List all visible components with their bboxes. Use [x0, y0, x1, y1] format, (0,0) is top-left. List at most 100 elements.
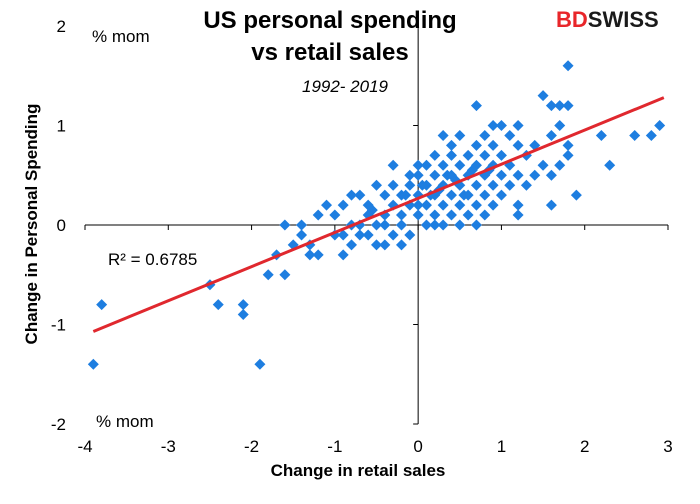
data-point — [470, 219, 482, 231]
data-point — [512, 199, 524, 211]
y-axis-title: Change in Personal Spending — [22, 104, 41, 345]
data-point — [404, 179, 416, 191]
data-point — [337, 199, 349, 211]
data-point — [437, 159, 449, 171]
data-point — [554, 120, 566, 131]
data-point — [395, 209, 407, 221]
trendline-line — [92, 96, 665, 333]
chart-title-line2: vs retail sales — [251, 39, 408, 66]
data-point — [504, 129, 516, 141]
data-point — [429, 169, 441, 181]
data-point — [412, 159, 424, 171]
y-tick-label: 2 — [57, 17, 66, 36]
data-point — [379, 219, 391, 231]
data-point — [395, 239, 407, 251]
data-point — [554, 100, 566, 112]
data-point — [321, 199, 333, 211]
data-point — [296, 229, 308, 241]
data-point — [470, 100, 482, 112]
data-point — [495, 169, 507, 181]
logo-bd-text: BD — [556, 7, 588, 32]
data-point — [312, 209, 324, 221]
y-tick-label: -2 — [51, 415, 66, 434]
x-tick-label: 2 — [580, 437, 589, 456]
data-point — [537, 159, 549, 171]
data-point — [545, 199, 557, 211]
data-point — [479, 189, 491, 201]
x-tick-label: -3 — [161, 437, 176, 456]
y-tick-label: 0 — [57, 216, 66, 235]
data-point — [437, 219, 449, 231]
data-point — [554, 159, 566, 171]
data-point — [445, 149, 457, 161]
data-point — [562, 139, 574, 151]
logo-swiss-text: SWISS — [588, 7, 659, 32]
x-tick-label: 1 — [497, 437, 506, 456]
data-point — [458, 189, 470, 201]
data-point — [346, 189, 358, 201]
data-point — [329, 209, 341, 221]
data-point — [604, 159, 616, 171]
data-point — [512, 209, 524, 221]
data-point — [495, 120, 507, 131]
data-point — [366, 204, 378, 216]
data-point — [487, 120, 499, 131]
unit-label-top: % mom — [92, 27, 150, 46]
x-tick-label: 0 — [413, 437, 422, 456]
data-point — [545, 129, 557, 141]
data-point — [479, 209, 491, 221]
brand-logo: BDSWISS — [556, 7, 659, 32]
data-point — [462, 149, 474, 161]
data-point — [379, 239, 391, 251]
unit-label-bottom: % mom — [96, 412, 154, 431]
data-point — [362, 229, 374, 241]
data-point — [545, 169, 557, 181]
data-point — [387, 159, 399, 171]
data-point — [529, 169, 541, 181]
x-tick-label: -1 — [327, 437, 342, 456]
data-point — [487, 139, 499, 151]
data-point — [312, 249, 324, 261]
y-tick-label: -1 — [51, 316, 66, 335]
data-point — [96, 299, 108, 311]
x-tick-label: -2 — [244, 437, 259, 456]
data-point — [495, 189, 507, 201]
data-point — [404, 169, 416, 181]
data-point — [87, 358, 99, 370]
data-point — [279, 219, 291, 231]
data-point — [629, 129, 641, 141]
data-point — [454, 219, 466, 231]
data-point — [466, 164, 478, 176]
data-point — [279, 269, 291, 281]
data-point — [412, 169, 424, 181]
data-point — [562, 100, 574, 112]
data-point — [570, 189, 582, 201]
x-tick-label: -4 — [77, 437, 92, 456]
data-point — [412, 199, 424, 211]
data-point — [487, 199, 499, 211]
data-point — [387, 179, 399, 191]
data-point — [470, 199, 482, 211]
data-point — [337, 249, 349, 261]
r-squared-annotation: R² = 0.6785 — [108, 250, 197, 269]
data-point — [437, 129, 449, 141]
data-point — [595, 129, 607, 141]
data-point — [479, 149, 491, 161]
data-point — [337, 229, 349, 241]
data-point — [487, 179, 499, 191]
data-point — [537, 90, 549, 102]
data-point — [420, 199, 432, 211]
data-point — [445, 189, 457, 201]
data-point — [479, 129, 491, 141]
data-point — [645, 129, 657, 141]
data-point — [404, 229, 416, 241]
data-point — [512, 120, 524, 131]
data-point — [562, 149, 574, 161]
data-point — [520, 179, 532, 191]
chart-title-line1: US personal spending — [203, 7, 456, 34]
data-point — [354, 229, 366, 241]
data-point — [412, 209, 424, 221]
x-tick-label: 3 — [663, 437, 672, 456]
